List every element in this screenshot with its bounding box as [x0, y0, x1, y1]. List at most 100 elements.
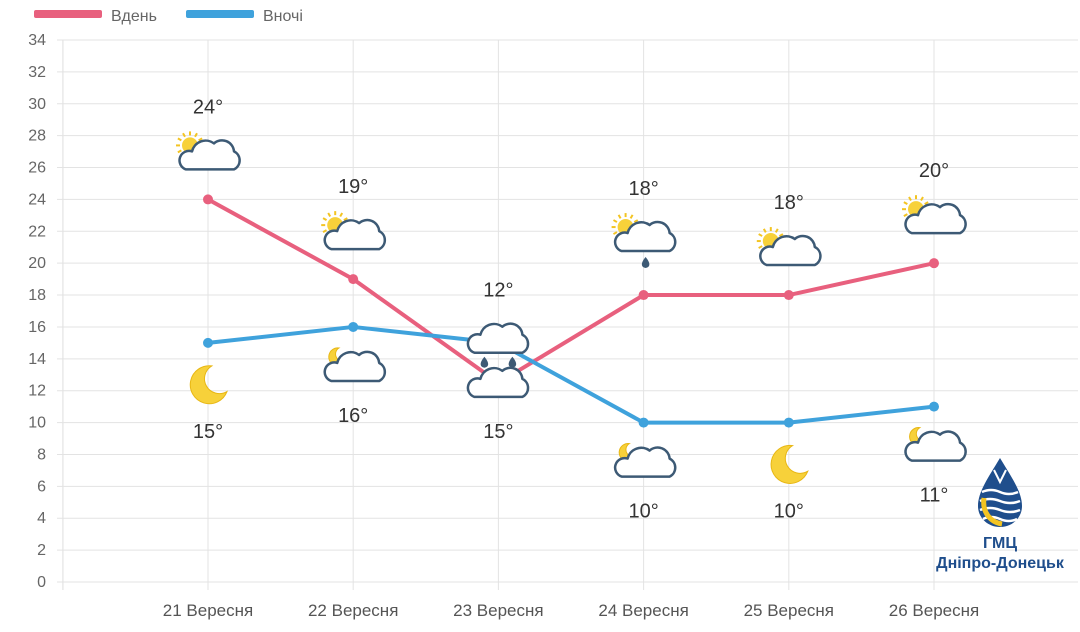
- x-tick-label: 21 Вересня: [163, 601, 253, 620]
- moon-cloud-icon: [613, 443, 677, 478]
- y-tick-label: 34: [28, 32, 46, 49]
- cloud-shape: [466, 322, 530, 354]
- y-tick-label: 14: [28, 351, 46, 368]
- sun-ray: [612, 219, 618, 223]
- y-tick-label: 22: [28, 223, 46, 240]
- temperature-labels: 24° 19° 12° 18° 18° 20° 15° 16° 15° 10° 10° 11°: [193, 96, 949, 522]
- y-tick-label: 0: [37, 574, 46, 591]
- sun-ray: [762, 228, 767, 233]
- day-point: [638, 290, 649, 301]
- sun-ray: [924, 201, 929, 206]
- day-temp-label: 19°: [338, 176, 368, 198]
- day-point: [929, 258, 939, 269]
- sun-ray: [182, 132, 186, 138]
- cloud-shape: [613, 220, 677, 253]
- sun-ray: [198, 137, 203, 142]
- moon-cloud-icon: [904, 427, 967, 462]
- logo-line-1: ГМЦ: [983, 535, 1017, 552]
- legend-swatch: [34, 10, 102, 18]
- drop-shape: [508, 356, 517, 368]
- y-tick-label: 30: [28, 96, 46, 113]
- day-temp-label: 24°: [193, 96, 223, 118]
- day-point: [203, 194, 213, 205]
- gmc-logo: ГМЦ Дніпро-Донецьк: [936, 458, 1065, 572]
- x-tick-label: 25 Вересня: [744, 601, 834, 620]
- sun-ray: [908, 196, 912, 202]
- sun-ray: [778, 233, 784, 237]
- sun-ray: [633, 219, 639, 223]
- legend-swatch: [186, 10, 254, 18]
- day-temp-label: 18°: [774, 192, 804, 214]
- sun-cloud-icon: [902, 195, 967, 235]
- y-tick-label: 18: [28, 287, 46, 304]
- sun-ray: [177, 137, 182, 142]
- sun-ray: [903, 201, 908, 206]
- sun-cloud-icon: [756, 227, 822, 267]
- sun-ray: [774, 228, 779, 233]
- y-tick-label: 32: [28, 64, 46, 81]
- sun-cloud-icon: [176, 131, 241, 171]
- x-tick-label: 23 Вересня: [453, 601, 543, 620]
- series-line-day: [206, 197, 936, 385]
- sun-ray: [758, 245, 763, 249]
- night-temp-label: 10°: [774, 501, 804, 523]
- sun-ray: [629, 214, 634, 219]
- moon-icon: [189, 365, 228, 405]
- y-tick-label: 8: [37, 446, 46, 463]
- series-group: [203, 194, 939, 428]
- day-point: [783, 290, 794, 301]
- cloud-icon: [466, 366, 530, 399]
- sun-ray: [322, 229, 328, 233]
- series-line-night: [206, 324, 936, 425]
- legend: Вдень Вночі: [34, 8, 303, 25]
- logo-line-2: Дніпро-Донецьк: [936, 555, 1065, 572]
- night-point: [348, 321, 359, 332]
- x-axis: 21 Вересня 22 Вересня 23 Вересня 24 Вересня…: [163, 601, 979, 620]
- day-temp-label: 20°: [919, 160, 949, 182]
- cloud-shape: [323, 218, 387, 251]
- x-tick-label: 22 Вересня: [308, 601, 398, 620]
- cloud-shape: [178, 139, 241, 171]
- cloud-shape: [613, 446, 677, 478]
- y-tick-label: 20: [28, 255, 46, 272]
- sun-ray: [903, 213, 908, 218]
- night-temp-label: 11°: [920, 485, 949, 507]
- grid: [57, 39, 1078, 590]
- sun-ray: [339, 212, 344, 217]
- drop-shape: [480, 356, 489, 368]
- cloud-shape: [759, 234, 822, 267]
- cloud-shape: [904, 430, 967, 462]
- y-tick-label: 26: [28, 160, 46, 177]
- cloud-shape: [466, 366, 530, 399]
- drop-logo-icon: [978, 458, 1022, 527]
- legend-label: Вдень: [111, 8, 157, 25]
- sun-ray: [343, 217, 348, 221]
- rain-cloud-icon: [466, 322, 530, 368]
- night-point: [929, 401, 939, 412]
- day-temp-label: 18°: [628, 178, 658, 200]
- sun-ray: [177, 149, 182, 154]
- x-tick-label: 26 Вересня: [889, 601, 979, 620]
- sun-ray: [322, 217, 328, 221]
- sun-rain-cloud-icon: [611, 213, 677, 269]
- night-temp-label: 15°: [193, 421, 223, 443]
- day-temp-label: 12°: [483, 280, 513, 302]
- sun-ray: [612, 231, 618, 235]
- moon-shape: [189, 365, 228, 405]
- sun-cloud-icon: [321, 211, 387, 251]
- y-tick-label: 4: [37, 510, 46, 527]
- sun-ray: [194, 132, 198, 138]
- day-point: [348, 274, 359, 285]
- night-temp-label: 15°: [483, 421, 513, 443]
- night-temp-label: 16°: [338, 405, 368, 427]
- night-point: [638, 417, 649, 428]
- sun-ray: [327, 212, 332, 217]
- sun-ray: [920, 196, 924, 202]
- weather-icons: [176, 131, 967, 484]
- legend-label: Вночі: [263, 8, 303, 25]
- night-temp-label: 10°: [628, 501, 658, 523]
- y-tick-label: 6: [37, 478, 46, 495]
- cloud-shape: [323, 350, 387, 383]
- night-point: [203, 337, 213, 348]
